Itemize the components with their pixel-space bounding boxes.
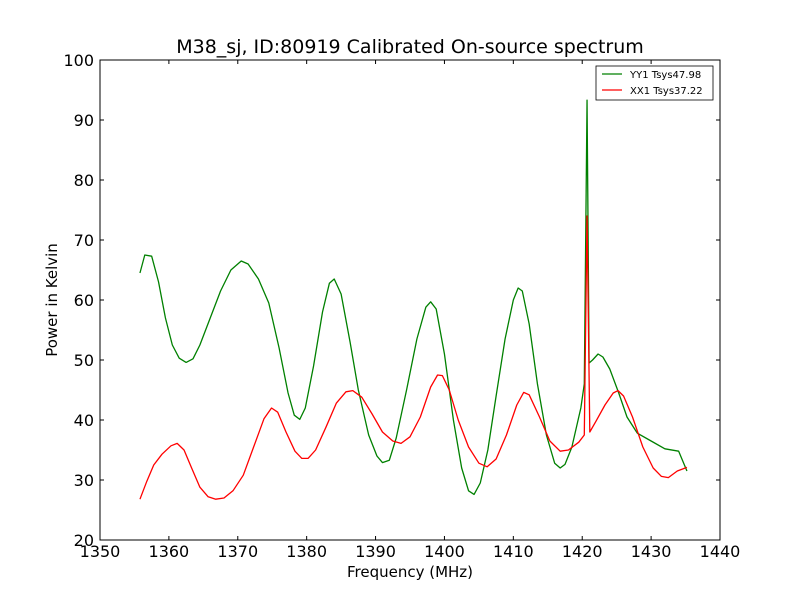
series-line-yy1 (139, 99, 688, 496)
y-tick-label: 70 (74, 231, 94, 250)
x-axis-label: Frequency (MHz) (347, 563, 473, 581)
x-tick-label: 1400 (424, 542, 465, 561)
x-tick-label: 1410 (493, 542, 534, 561)
x-tick-label: 1380 (286, 542, 327, 561)
y-tick-label: 80 (74, 171, 94, 190)
legend-label-xx1: XX1 Tsys37.22 (630, 86, 703, 97)
x-tick-label: 1370 (217, 542, 258, 561)
series-line-xx1 (139, 215, 688, 500)
y-axis-label: Power in Kelvin (43, 243, 61, 357)
x-tick-label: 1440 (700, 542, 741, 561)
x-axis: 1350 1360 1370 1380 1390 1400 1410 1420 1430 1440 (80, 60, 741, 561)
legend-label-yy1: YY1 Tsys47.98 (629, 70, 701, 81)
y-tick-label: 50 (74, 351, 94, 370)
x-tick-label: 1390 (355, 542, 396, 561)
y-tick-label: 30 (74, 471, 94, 490)
y-tick-label: 60 (74, 291, 94, 310)
y-tick-label: 20 (74, 531, 94, 550)
y-tick-label: 40 (74, 411, 94, 430)
x-tick-label: 1360 (149, 542, 190, 561)
x-tick-label: 1430 (631, 542, 672, 561)
x-tick-label: 1420 (562, 542, 603, 561)
series-layer (139, 99, 688, 500)
chart-title: M38_sj, ID:80919 Calibrated On-source sp… (176, 36, 644, 58)
y-tick-label: 100 (63, 51, 94, 70)
y-axis: 20 30 40 50 60 70 80 90 100 (63, 51, 720, 550)
legend-box (595, 65, 714, 101)
x-tick-label: 1350 (80, 542, 121, 561)
legend: YY1 Tsys47.98 XX1 Tsys37.22 (595, 65, 714, 101)
plot-frame (99, 59, 721, 541)
y-tick-label: 90 (74, 111, 94, 130)
